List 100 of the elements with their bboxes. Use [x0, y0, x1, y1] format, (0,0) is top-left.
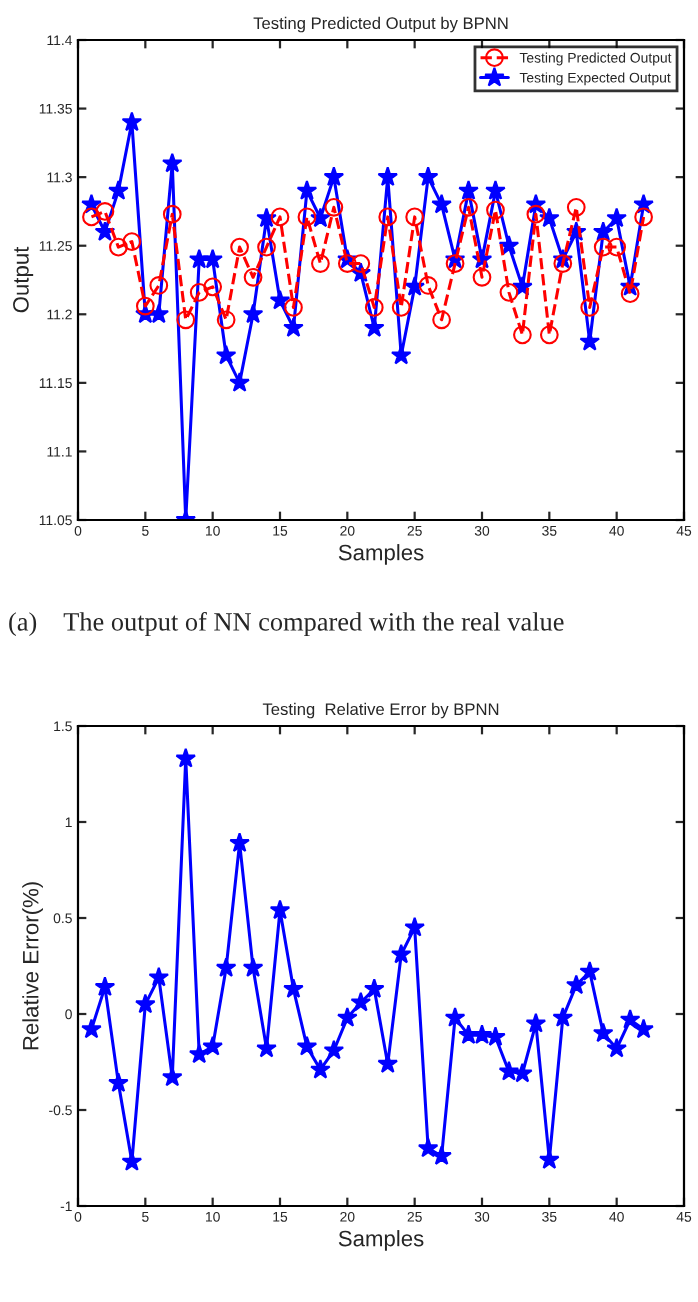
- point: [390, 943, 412, 964]
- point: [633, 1018, 654, 1039]
- point: [216, 310, 236, 330]
- point: [310, 1058, 331, 1079]
- point: [364, 298, 384, 317]
- point: [485, 1026, 506, 1046]
- point: [188, 248, 210, 269]
- point: [135, 993, 156, 1014]
- point: [269, 289, 291, 310]
- chart-title: Testing Relative Error by BPNN: [262, 702, 499, 719]
- point: [310, 207, 331, 228]
- point: [230, 237, 249, 257]
- point: [323, 1039, 345, 1060]
- y-axis-title: Relative Error(%): [22, 882, 43, 1050]
- point: [486, 200, 505, 220]
- point: [175, 747, 197, 768]
- point: [458, 180, 479, 200]
- point: [149, 276, 169, 295]
- point: [351, 254, 371, 273]
- point: [161, 152, 183, 173]
- point: [525, 1012, 547, 1033]
- point: [417, 1137, 439, 1158]
- point: [390, 344, 412, 365]
- point: [539, 207, 560, 228]
- point: [215, 957, 237, 977]
- point: [593, 237, 613, 257]
- point: [243, 267, 263, 287]
- chart-title: Testing Predicted Output by BPNN: [253, 16, 508, 33]
- point: [405, 207, 425, 227]
- point: [108, 180, 129, 200]
- point: [579, 961, 601, 981]
- point: [606, 207, 627, 228]
- point: [634, 207, 653, 227]
- point: [553, 254, 573, 273]
- point: [391, 298, 411, 317]
- point: [592, 1022, 614, 1043]
- point: [378, 207, 398, 227]
- point: [337, 254, 357, 273]
- point: [607, 237, 627, 257]
- point: [513, 325, 532, 345]
- point: [592, 221, 614, 241]
- point: [135, 296, 155, 316]
- point: [432, 310, 451, 330]
- point: [95, 202, 115, 221]
- point: [256, 207, 277, 228]
- point: [377, 166, 399, 187]
- point: [203, 277, 223, 297]
- point: [431, 1145, 452, 1165]
- point: [94, 976, 116, 997]
- point: [445, 254, 465, 273]
- point: [297, 207, 317, 227]
- point: [189, 282, 209, 302]
- point: [418, 276, 438, 295]
- point: [121, 111, 143, 132]
- point: [324, 197, 344, 217]
- point: [363, 978, 385, 998]
- point: [283, 978, 304, 998]
- y-axis-title: Output: [13, 246, 34, 313]
- point: [444, 1007, 466, 1027]
- point: [404, 916, 425, 937]
- point: [431, 193, 452, 214]
- point: [323, 166, 345, 187]
- point: [202, 1035, 223, 1056]
- point: [242, 957, 264, 977]
- point: [619, 1009, 641, 1029]
- point: [202, 248, 223, 269]
- x-axis-title: Samples: [338, 544, 424, 565]
- point: [109, 237, 128, 257]
- point: [499, 282, 519, 302]
- point: [363, 317, 385, 337]
- point: [94, 221, 116, 241]
- point: [229, 832, 250, 853]
- point: [458, 1024, 479, 1045]
- point: [417, 166, 439, 187]
- point: [122, 232, 142, 251]
- text: (a) The output of NN compared with the real value: [9, 611, 564, 637]
- point: [229, 372, 250, 392]
- point: [270, 207, 290, 227]
- point: [512, 1062, 533, 1083]
- point: [350, 991, 372, 1012]
- point: [539, 1149, 560, 1169]
- point: [176, 310, 196, 330]
- point: [620, 284, 640, 304]
- point: [82, 207, 101, 227]
- point: [256, 1037, 277, 1058]
- point: [283, 317, 304, 337]
- point: [580, 298, 600, 317]
- point: [81, 1018, 102, 1039]
- point: [552, 1007, 574, 1027]
- point: [485, 180, 506, 200]
- point: [148, 966, 170, 987]
- point: [284, 298, 303, 317]
- point: [161, 1066, 183, 1087]
- point: [311, 254, 330, 273]
- point: [215, 344, 237, 365]
- point: [337, 1007, 358, 1027]
- point: [539, 325, 559, 345]
- point: [108, 1072, 129, 1093]
- point: [188, 1043, 210, 1064]
- point: [296, 180, 318, 200]
